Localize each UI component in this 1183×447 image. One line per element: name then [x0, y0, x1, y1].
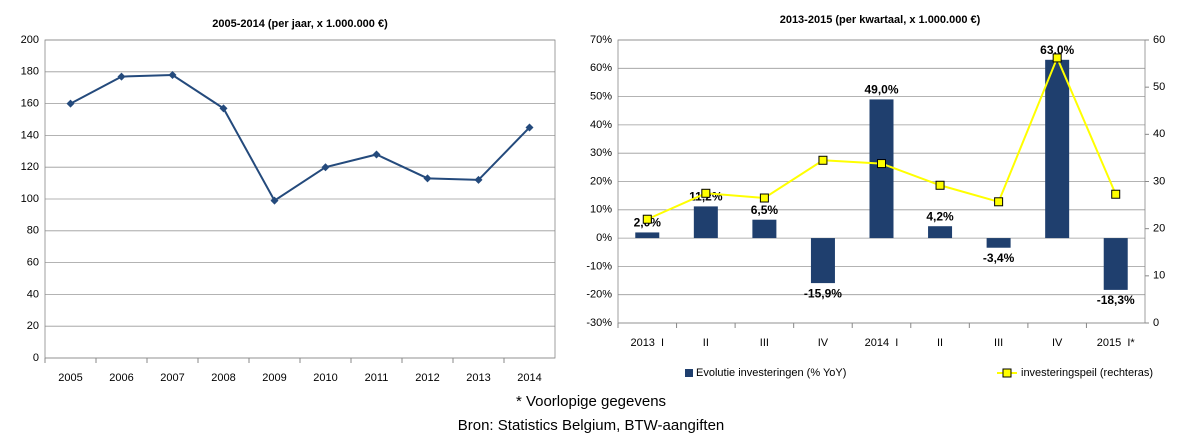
y-tick-label: 180 — [21, 66, 39, 78]
bar — [635, 232, 660, 239]
data-label: 6,5% — [751, 203, 779, 217]
x-tick-label: 2015 I* — [1097, 337, 1136, 349]
legend-label: investeringspeil (rechteras) — [1021, 367, 1153, 379]
data-label: -18,3% — [1097, 293, 1135, 307]
marker — [66, 99, 75, 108]
y-tick-label: 200 — [21, 34, 39, 46]
marker — [219, 104, 228, 113]
x-tick-label: 2010 — [313, 372, 337, 384]
y2-tick-label: 10 — [1153, 270, 1165, 282]
marker — [759, 193, 769, 203]
y-tick-label: 0% — [596, 232, 612, 244]
marker — [935, 180, 945, 190]
bar — [928, 226, 953, 239]
y-tick-label: 30% — [590, 147, 612, 159]
marker — [117, 72, 126, 81]
x-tick-label: III — [760, 337, 769, 349]
bar — [810, 238, 835, 284]
y-tick-label: -10% — [586, 260, 612, 272]
x-tick-label: 2008 — [211, 372, 235, 384]
plot-border — [617, 39, 1146, 324]
x-tick-label: III — [994, 337, 1003, 349]
legend-label: Evolutie investeringen (% YoY) — [696, 367, 846, 379]
y-tick-label: 20 — [27, 320, 39, 332]
y-tick-label: 20% — [590, 175, 612, 187]
x-tick-label: IV — [818, 337, 829, 349]
marker — [168, 70, 177, 79]
bar — [1045, 59, 1070, 239]
y2-tick-label: 60 — [1153, 34, 1165, 46]
marker — [423, 174, 432, 183]
y2-tick-label: 30 — [1153, 175, 1165, 187]
data-label: -3,4% — [983, 251, 1015, 265]
y-tick-label: 10% — [590, 204, 612, 216]
legend-swatch — [685, 369, 693, 377]
footnote: * Voorlopige gegevens — [516, 393, 666, 410]
legend-swatch — [1002, 368, 1012, 378]
y2-tick-label: 0 — [1153, 317, 1159, 329]
marker — [818, 155, 828, 165]
y-tick-label: 160 — [21, 98, 39, 110]
data-label: 4,2% — [926, 209, 954, 223]
data-label: 63,0% — [1040, 43, 1074, 57]
x-tick-label: 2013 — [466, 372, 490, 384]
y-tick-label: 100 — [21, 193, 39, 205]
y-tick-label: 50% — [590, 91, 612, 103]
x-tick-label: II — [703, 337, 709, 349]
x-tick-label: IV — [1052, 337, 1063, 349]
y-tick-label: 40 — [27, 288, 39, 300]
y-tick-label: -30% — [586, 317, 612, 329]
x-tick-label: II — [937, 337, 943, 349]
marker — [270, 196, 279, 205]
y2-tick-label: 40 — [1153, 128, 1165, 140]
marker — [372, 150, 381, 159]
y-tick-label: 120 — [21, 161, 39, 173]
y2-tick-label: 50 — [1153, 81, 1165, 93]
marker — [877, 159, 886, 169]
y-tick-label: 60% — [590, 62, 612, 74]
x-tick-label: 2014 — [517, 372, 541, 384]
x-tick-label: 2006 — [109, 372, 133, 384]
y-tick-label: 70% — [590, 34, 612, 46]
y-tick-label: 0 — [33, 352, 39, 364]
x-tick-label: 2011 — [365, 372, 389, 384]
chart-title: 2005-2014 (per jaar, x 1.000.000 €) — [212, 18, 388, 30]
x-tick-label: 2009 — [262, 372, 286, 384]
line — [70, 73, 531, 203]
marker — [994, 197, 1004, 207]
marker — [701, 188, 711, 198]
bar — [986, 238, 1011, 248]
bar — [869, 99, 894, 239]
marker — [1052, 53, 1062, 63]
marker — [1111, 189, 1121, 199]
y2-tick-label: 20 — [1153, 223, 1165, 235]
x-tick-label: 2014 I — [865, 337, 899, 349]
x-tick-label: 2012 — [415, 372, 439, 384]
marker — [474, 175, 483, 184]
x-tick-label: 2007 — [160, 372, 184, 384]
bar — [693, 206, 718, 239]
chart-title: 2013-2015 (per kwartaal, x 1.000.000 €) — [780, 14, 981, 26]
y-tick-label: 60 — [27, 257, 39, 269]
y-tick-label: -20% — [586, 289, 612, 301]
marker — [642, 214, 652, 224]
data-label: 49,0% — [864, 83, 898, 97]
bar — [1103, 238, 1128, 290]
y-tick-label: 40% — [590, 119, 612, 131]
marker — [525, 123, 534, 132]
bar — [752, 219, 777, 239]
data-label: -15,9% — [804, 286, 842, 300]
y-tick-label: 80 — [27, 225, 39, 237]
source: Bron: Statistics Belgium, BTW-aangiften — [458, 417, 725, 434]
x-tick-label: 2005 — [58, 372, 82, 384]
x-tick-label: 2013 I — [630, 337, 664, 349]
marker — [321, 163, 330, 172]
y-tick-label: 140 — [21, 129, 39, 141]
